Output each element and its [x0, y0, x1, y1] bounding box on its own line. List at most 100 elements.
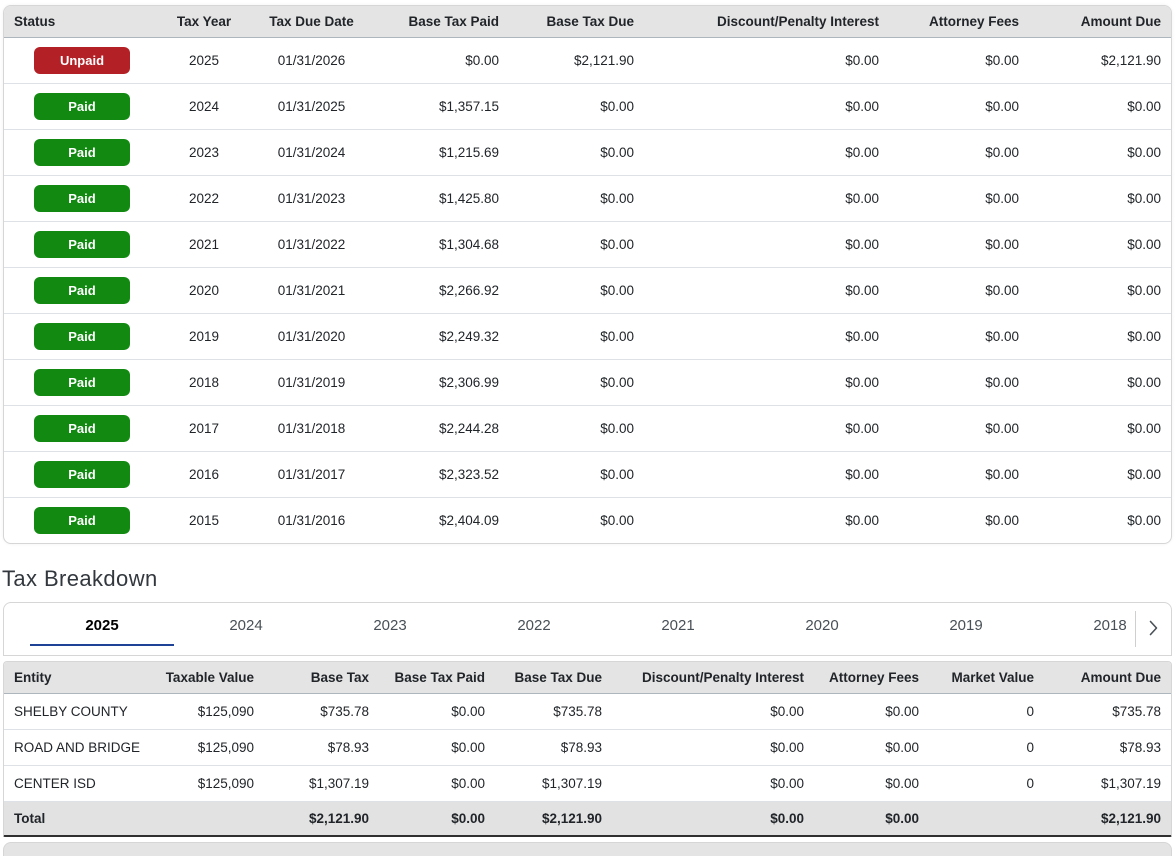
total-attorney-fees-cell: $0.00 — [814, 801, 929, 835]
attorney-fees-cell: $0.00 — [889, 267, 1029, 314]
base-tax-cell: $1,307.19 — [264, 765, 379, 802]
status-badge: Paid — [34, 369, 130, 396]
base-tax-due-cell: $78.93 — [495, 729, 612, 766]
breakdown-total-row: Total $2,121.90 $0.00 $2,121.90 $0.00 $0.00 $2… — [4, 801, 1171, 835]
status-badge: Unpaid — [34, 47, 130, 74]
amount-due-cell: $0.00 — [1029, 129, 1171, 176]
base-tax-due-cell: $0.00 — [509, 451, 644, 498]
base-tax-paid-cell: $0.00 — [379, 765, 495, 802]
base-tax-due-cell: $0.00 — [509, 267, 644, 314]
status-cell: Paid — [4, 359, 154, 406]
amount-due-cell: $0.00 — [1029, 83, 1171, 130]
discount-penalty-interest-cell: $0.00 — [612, 765, 814, 802]
total-amount-due-cell: $2,121.90 — [1044, 801, 1171, 835]
discount-penalty-interest-cell: $0.00 — [612, 729, 814, 766]
amount-due-cell: $78.93 — [1044, 729, 1171, 766]
attorney-fees-cell: $0.00 — [889, 405, 1029, 452]
summary-table-row: Paid 2024 01/31/2025 $1,357.15 $0.00 $0.00 $0.… — [4, 83, 1171, 130]
total-label-cell: Total — [4, 801, 154, 835]
status-cell: Paid — [4, 221, 154, 268]
base-tax-paid-cell: $0.00 — [379, 729, 495, 766]
base-tax-due-cell: $0.00 — [509, 359, 644, 406]
summary-column-header: Amount Due — [1029, 6, 1171, 38]
base-tax-due-cell: $0.00 — [509, 313, 644, 360]
status-badge: Paid — [34, 231, 130, 258]
tab-year-2023[interactable]: 2023 — [373, 616, 407, 634]
attorney-fees-cell: $0.00 — [985, 513, 1019, 528]
summary-table-row: Paid 2015 01/31/2016 $2,404.09 $0.00 $0.00 $0.… — [4, 498, 1171, 544]
attorney-fees-cell: $0.00 — [889, 221, 1029, 268]
amount-due-cell: $0.00 — [1029, 267, 1171, 314]
tax-year-cell: 2018 — [154, 359, 254, 406]
summary-table-row: Paid 2017 01/31/2018 $2,244.28 $0.00 $0.00 $0.… — [4, 405, 1171, 452]
total-base-tax-due-cell: $2,121.90 — [495, 801, 612, 835]
year-tabs-bar: 2025 2024 2023 2022 2021 2020 2019 2018 — [3, 602, 1172, 656]
breakdown-table-body: SHELBY COUNTY $125,090 $735.78 $0.00 $735.78… — [4, 693, 1171, 835]
base-tax-paid-cell: $1,425.80 — [369, 175, 509, 222]
base-tax-due-cell: $2,121.90 — [509, 37, 644, 84]
discount-penalty-interest-cell: $0.00 — [644, 267, 889, 314]
summary-table-row: Paid 2021 01/31/2022 $1,304.68 $0.00 $0.00 $0.… — [4, 221, 1171, 268]
tab-year-2025[interactable]: 2025 — [30, 606, 174, 646]
breakdown-column-header: Entity — [4, 662, 154, 694]
summary-column-header: Base Tax Paid — [369, 6, 509, 38]
tab-year-2018[interactable]: 2018 — [1093, 616, 1127, 634]
tab-year-2022[interactable]: 2022 — [517, 616, 551, 634]
base-tax-paid-cell: $0.00 — [369, 37, 509, 84]
tax-breakdown-table: Entity Taxable Value Base Tax Base Tax Paid… — [4, 662, 1171, 835]
tab-year-2024[interactable]: 2024 — [229, 616, 263, 634]
amount-due-cell: $0.00 — [1029, 405, 1171, 452]
tax-breakdown-title: Tax Breakdown — [2, 566, 158, 591]
base-tax-due-cell: $0.00 — [509, 83, 644, 130]
status-cell: Paid — [4, 498, 154, 544]
tabs-next-button[interactable] — [1135, 611, 1171, 647]
status-cell: Paid — [4, 405, 154, 452]
discount-penalty-interest-cell: $0.00 — [644, 175, 889, 222]
base-tax-paid-cell: $1,304.68 — [369, 221, 509, 268]
attorney-fees-cell: $0.00 — [814, 693, 929, 730]
summary-table-row: Paid 2018 01/31/2019 $2,306.99 $0.00 $0.00 $0.… — [4, 359, 1171, 406]
base-tax-paid-cell: $2,244.28 — [369, 405, 509, 452]
tax-due-date-cell: 01/31/2025 — [254, 83, 369, 130]
attorney-fees-cell: $0.00 — [889, 451, 1029, 498]
base-tax-paid-cell: $1,357.15 — [369, 83, 509, 130]
breakdown-column-header: Amount Due — [1044, 662, 1171, 694]
status-badge: Paid — [34, 139, 130, 166]
base-tax-paid-cell: $2,249.32 — [369, 313, 509, 360]
tax-due-date-cell: 01/31/2017 — [254, 451, 369, 498]
tab-year-2019[interactable]: 2019 — [949, 616, 983, 634]
chevron-right-icon — [1149, 620, 1158, 639]
discount-penalty-interest-cell: $0.00 — [612, 693, 814, 730]
tax-due-date-cell: 01/31/2018 — [254, 405, 369, 452]
breakdown-table-row: CENTER ISD $125,090 $1,307.19 $0.00 $1,307.1… — [4, 765, 1171, 802]
status-cell: Paid — [4, 267, 154, 314]
discount-penalty-interest-cell: $0.00 — [644, 83, 889, 130]
summary-column-header: Tax Due Date — [254, 6, 369, 38]
summary-header-row: Status Tax Year Tax Due Date Base Tax Paid B… — [4, 6, 1171, 38]
status-cell: Paid — [4, 175, 154, 222]
amount-due-cell: $735.78 — [1044, 693, 1171, 730]
amount-due-cell: $0.00 — [1127, 513, 1161, 528]
taxable-value-cell: $125,090 — [154, 729, 264, 766]
tab-year-2021[interactable]: 2021 — [661, 616, 695, 634]
tax-due-date-cell: 01/31/2019 — [254, 359, 369, 406]
summary-column-header: Discount/Penalty Interest — [644, 6, 889, 38]
summary-column-header: Base Tax Due — [509, 6, 644, 38]
base-tax-cell: $78.93 — [264, 729, 379, 766]
amount-due-cell: $0.00 — [1029, 175, 1171, 222]
market-value-cell: 0 — [929, 693, 1044, 730]
tax-year-cell: 2024 — [154, 83, 254, 130]
discount-penalty-interest-cell: $0.00 — [644, 129, 889, 176]
status-badge: Paid — [34, 415, 130, 442]
attorney-fees-cell: $0.00 — [889, 359, 1029, 406]
base-tax-paid-cell: $1,215.69 — [369, 129, 509, 176]
attorney-fees-cell: $0.00 — [889, 37, 1029, 84]
amount-due-cell: $0.00 — [1029, 313, 1171, 360]
summary-table-body: Unpaid 2025 01/31/2026 $0.00 $2,121.90 $0.00 $… — [4, 37, 1171, 544]
status-badge: Paid — [34, 93, 130, 120]
amount-due-cell: $1,307.19 — [1044, 765, 1171, 802]
tax-due-date-cell: 01/31/2024 — [254, 129, 369, 176]
status-badge: Paid — [34, 277, 130, 304]
tab-year-2020[interactable]: 2020 — [805, 616, 839, 634]
breakdown-table-row: SHELBY COUNTY $125,090 $735.78 $0.00 $735.78… — [4, 693, 1171, 730]
